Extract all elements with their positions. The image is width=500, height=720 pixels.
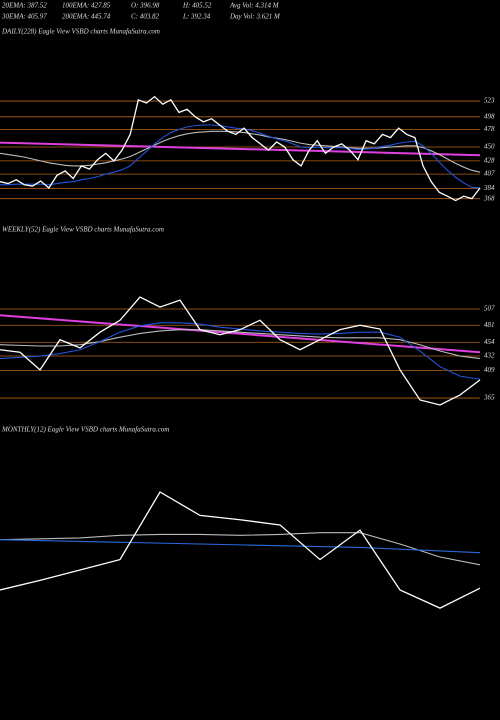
y-tick-label: 409: [484, 366, 495, 374]
stat: 200EMA: 445.74: [62, 13, 111, 21]
y-tick-label: 450: [484, 143, 495, 151]
panel-title: MONTHLY(12) Eagle View VSBD charts Munaf…: [1, 426, 169, 434]
y-tick-label: 523: [484, 97, 495, 105]
y-tick-label: 428: [484, 156, 495, 164]
y-tick-label: 478: [484, 125, 495, 133]
y-tick-label: 368: [483, 194, 495, 202]
trend-line: [0, 141, 481, 157]
price-line: [0, 532, 481, 566]
price-line: [0, 539, 481, 554]
stat: 30EMA: 405.97: [1, 13, 47, 21]
stat: O: 396.98: [131, 2, 160, 10]
price-line: [0, 329, 481, 360]
y-tick-label: 432: [484, 352, 495, 360]
stat: H: 405.52: [182, 2, 212, 10]
panel-title: WEEKLY(52) Eagle View VSBD charts Munafa…: [2, 226, 164, 234]
price-line: [0, 124, 481, 189]
y-tick-label: 507: [484, 305, 495, 313]
stat: Day Vol: 3.621 M: [229, 13, 281, 21]
stat: C: 403.82: [131, 13, 160, 21]
stat: 20EMA: 387.52: [2, 2, 47, 10]
y-tick-label: 454: [484, 338, 495, 346]
y-tick-label: 481: [484, 321, 495, 329]
y-tick-label: 384: [483, 184, 495, 192]
stat: 100EMA: 427.85: [62, 2, 111, 10]
price-line: [0, 95, 481, 202]
y-tick-label: 365: [483, 394, 495, 402]
y-tick-label: 407: [484, 170, 495, 178]
price-line: [0, 130, 481, 173]
y-tick-label: 498: [484, 112, 495, 120]
price-line: [0, 491, 481, 609]
trend-line: [0, 314, 481, 354]
stat: L: 392.34: [182, 13, 211, 21]
panel-title: DAILY(228) Eagle View VSBD charts Munafa…: [1, 28, 160, 36]
stat: Avg Vol: 4.314 M: [229, 2, 280, 10]
price-line: [0, 296, 481, 406]
